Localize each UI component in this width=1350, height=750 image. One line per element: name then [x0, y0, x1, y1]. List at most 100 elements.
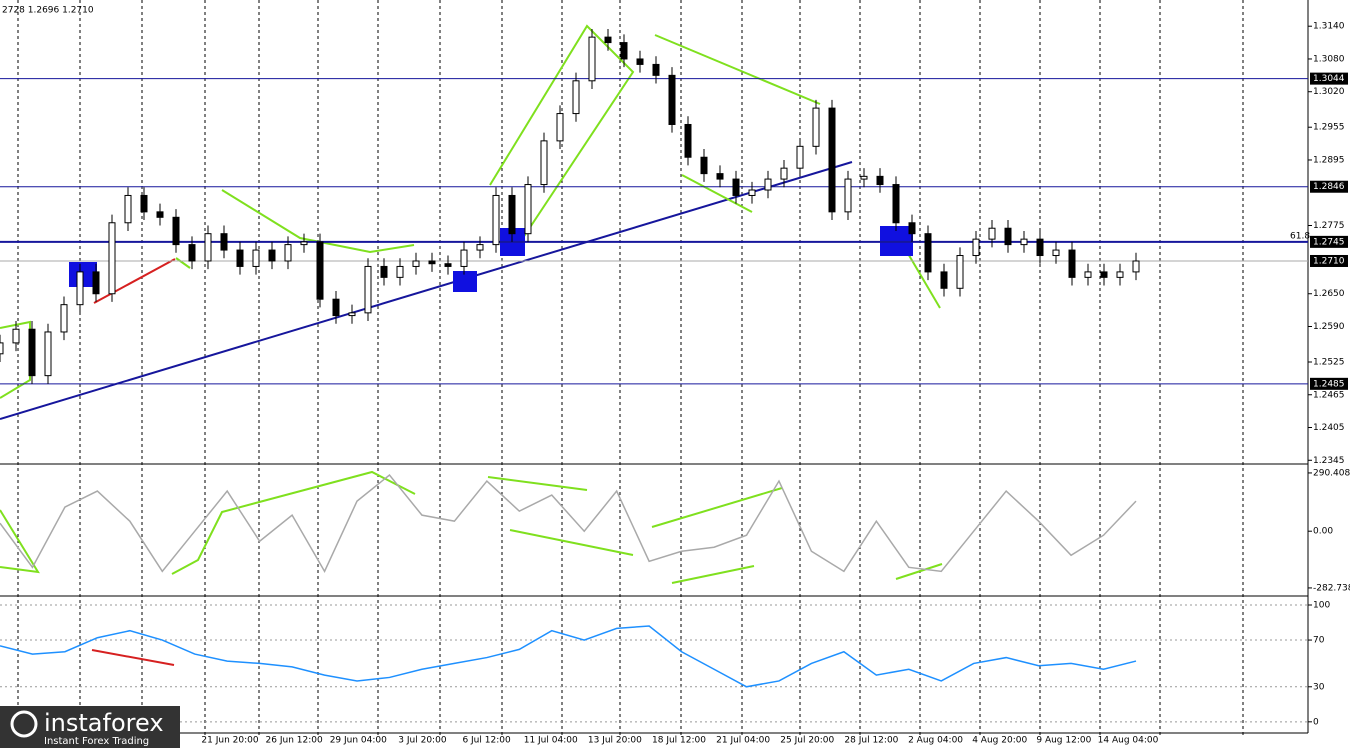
candle-body	[380, 265, 388, 278]
candle-body	[1068, 249, 1076, 278]
candle-body	[92, 271, 100, 295]
candle-body	[268, 249, 276, 262]
y-tick-label: 1.2955	[1313, 123, 1345, 133]
candle-body	[1084, 271, 1092, 278]
candle-body	[940, 271, 948, 289]
candle-body	[0, 342, 4, 355]
candle-body	[556, 113, 564, 142]
x-tick-label: 18 Jul 12:00	[652, 736, 706, 746]
candle-body	[860, 175, 868, 180]
level-label: 1.3044	[1313, 74, 1345, 84]
candle-body	[172, 216, 180, 246]
candle-body	[460, 249, 468, 267]
candle-body	[60, 304, 68, 333]
y-tick-label: 1.2775	[1313, 221, 1345, 231]
y-tick-label: 70	[1313, 636, 1325, 646]
candle-body	[1052, 249, 1060, 257]
x-tick-label: 28 Jul 12:00	[844, 736, 898, 746]
y-tick-label: 290.4087	[1313, 468, 1350, 478]
y-tick-label: 0.00	[1313, 527, 1333, 537]
x-tick-label: 14 Aug 04:00	[1098, 736, 1159, 746]
candle-body	[156, 211, 164, 218]
indicator-line	[0, 473, 1137, 573]
panel-frames	[0, 0, 1309, 734]
candle-body	[748, 189, 756, 196]
candle-body	[796, 145, 804, 169]
candle-body	[780, 167, 788, 180]
candle-body	[684, 123, 692, 158]
candle-body	[44, 331, 52, 377]
candle-body	[876, 175, 884, 186]
x-tick-label: 29 Jun 04:00	[330, 736, 387, 746]
x-tick-label: 6 Jul 12:00	[462, 736, 511, 746]
header: 2728 1.2696 1.2710	[2, 6, 94, 16]
y-tick-label: 1.2590	[1313, 322, 1345, 332]
logo-tagline: Instant Forex Trading	[44, 736, 149, 747]
candle-body	[236, 249, 244, 267]
candle-body	[716, 173, 724, 180]
candle-body	[844, 178, 852, 213]
divergence-lines	[91, 258, 176, 666]
candle-body	[892, 184, 900, 224]
level-label-bg	[1310, 377, 1348, 390]
y-tick-label: 0	[1313, 717, 1319, 727]
candle-body	[972, 238, 980, 257]
y-tick-label: 1.2895	[1313, 155, 1345, 165]
x-tick-label: 11 Jul 04:00	[524, 736, 578, 746]
candle-body	[508, 194, 516, 235]
candle-body	[700, 156, 708, 175]
indicator-line	[0, 625, 1137, 688]
y-tick-label: 1.2405	[1313, 423, 1345, 433]
logo: instaforex Instant Forex Trading	[0, 706, 180, 748]
candle-body	[348, 312, 356, 317]
candle-body	[396, 265, 404, 278]
x-tick-label: 21 Jul 04:00	[716, 736, 770, 746]
candle-body	[124, 194, 132, 224]
x-tick-label: 2 Aug 04:00	[908, 736, 963, 746]
y-tick-label: 100	[1313, 601, 1330, 611]
x-tick-label: 21 Jun 20:00	[201, 736, 258, 746]
candle-body	[284, 244, 292, 262]
candle-body	[332, 298, 340, 317]
y-tick-label: 1.3140	[1313, 22, 1345, 32]
x-tick-label: 4 Aug 20:00	[972, 736, 1027, 746]
y-tick-label: 1.2650	[1313, 289, 1345, 299]
candle-body	[540, 140, 548, 186]
y-tick-label: 1.3020	[1313, 87, 1345, 97]
candle-body	[572, 80, 580, 115]
candle-body	[252, 249, 260, 267]
candle-body	[1116, 271, 1124, 278]
candle-body	[316, 241, 324, 300]
candle-body	[924, 233, 932, 273]
candle-body	[1004, 227, 1012, 246]
level-label: 1.2745	[1313, 237, 1345, 247]
candle-body	[588, 36, 596, 82]
candle-body	[412, 260, 420, 267]
y-tick-label: 1.2345	[1313, 456, 1345, 466]
candle-body	[12, 328, 20, 344]
x-tick-label: 25 Jul 20:00	[780, 736, 834, 746]
current-price-bg	[1310, 254, 1348, 267]
candle-body	[300, 241, 308, 246]
candle-body	[988, 227, 996, 240]
candle-body	[668, 74, 676, 125]
level-label-bg	[1310, 72, 1348, 85]
candle-body	[108, 222, 116, 295]
candle-body	[428, 260, 436, 265]
pattern-lines	[0, 24, 943, 584]
candle-body	[732, 178, 740, 196]
current-price-label: 1.2710	[1313, 256, 1345, 266]
candle-body	[444, 263, 452, 267]
level-label: 1.2485	[1313, 379, 1345, 389]
y-tick-label: 1.2465	[1313, 390, 1345, 400]
level-label: 1.2846	[1313, 182, 1345, 192]
x-tick-label: 13 Jul 20:00	[588, 736, 642, 746]
candle-body	[908, 222, 916, 235]
candle-body	[140, 194, 148, 213]
x-tick-label: 9 Aug 12:00	[1036, 736, 1091, 746]
y-tick-label: 30	[1313, 682, 1325, 692]
level-label-bg	[1310, 235, 1348, 248]
level-label-bg	[1310, 180, 1348, 193]
fibo-label: 61.8	[1290, 232, 1310, 242]
